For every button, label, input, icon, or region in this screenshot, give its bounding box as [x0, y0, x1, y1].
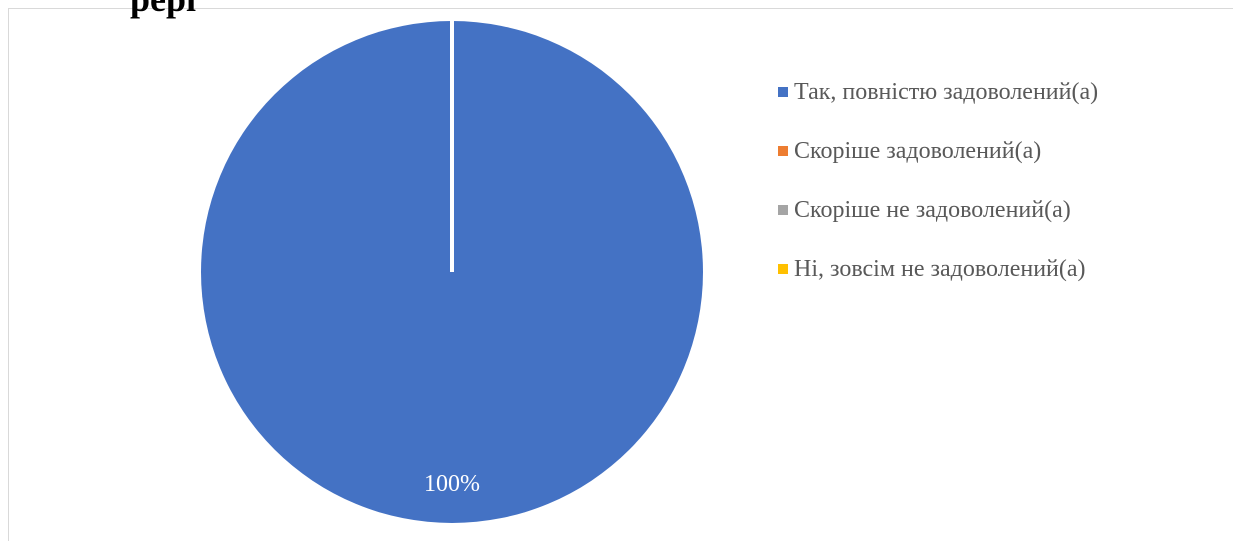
legend-swatch-icon — [778, 205, 788, 215]
chart-title-fragment: рері — [130, 0, 196, 17]
legend-item: Скоріше задоволений(а) — [778, 135, 1098, 167]
pie-data-label: 100% — [424, 471, 480, 497]
legend-label: Так, повністю задоволений(а) — [794, 78, 1099, 105]
legend-label: Скоріше не задоволений(а) — [794, 196, 1071, 223]
legend-label: Ні, зовсім не задоволений(а) — [794, 255, 1086, 282]
pie-slices — [201, 21, 703, 523]
legend-item: Скоріше не задоволений(а) — [778, 194, 1098, 226]
legend-item: Так, повністю задоволений(а) — [778, 76, 1098, 108]
legend-label: Скоріше задоволений(а) — [794, 137, 1042, 164]
pie-data-labels: 100% — [424, 471, 480, 497]
legend-swatch-icon — [778, 87, 788, 97]
legend-swatch-icon — [778, 264, 788, 274]
legend-item: Ні, зовсім не задоволений(а) — [778, 253, 1098, 285]
legend-swatch-icon — [778, 146, 788, 156]
legend: Так, повністю задоволений(а) Скоріше зад… — [778, 76, 1098, 312]
